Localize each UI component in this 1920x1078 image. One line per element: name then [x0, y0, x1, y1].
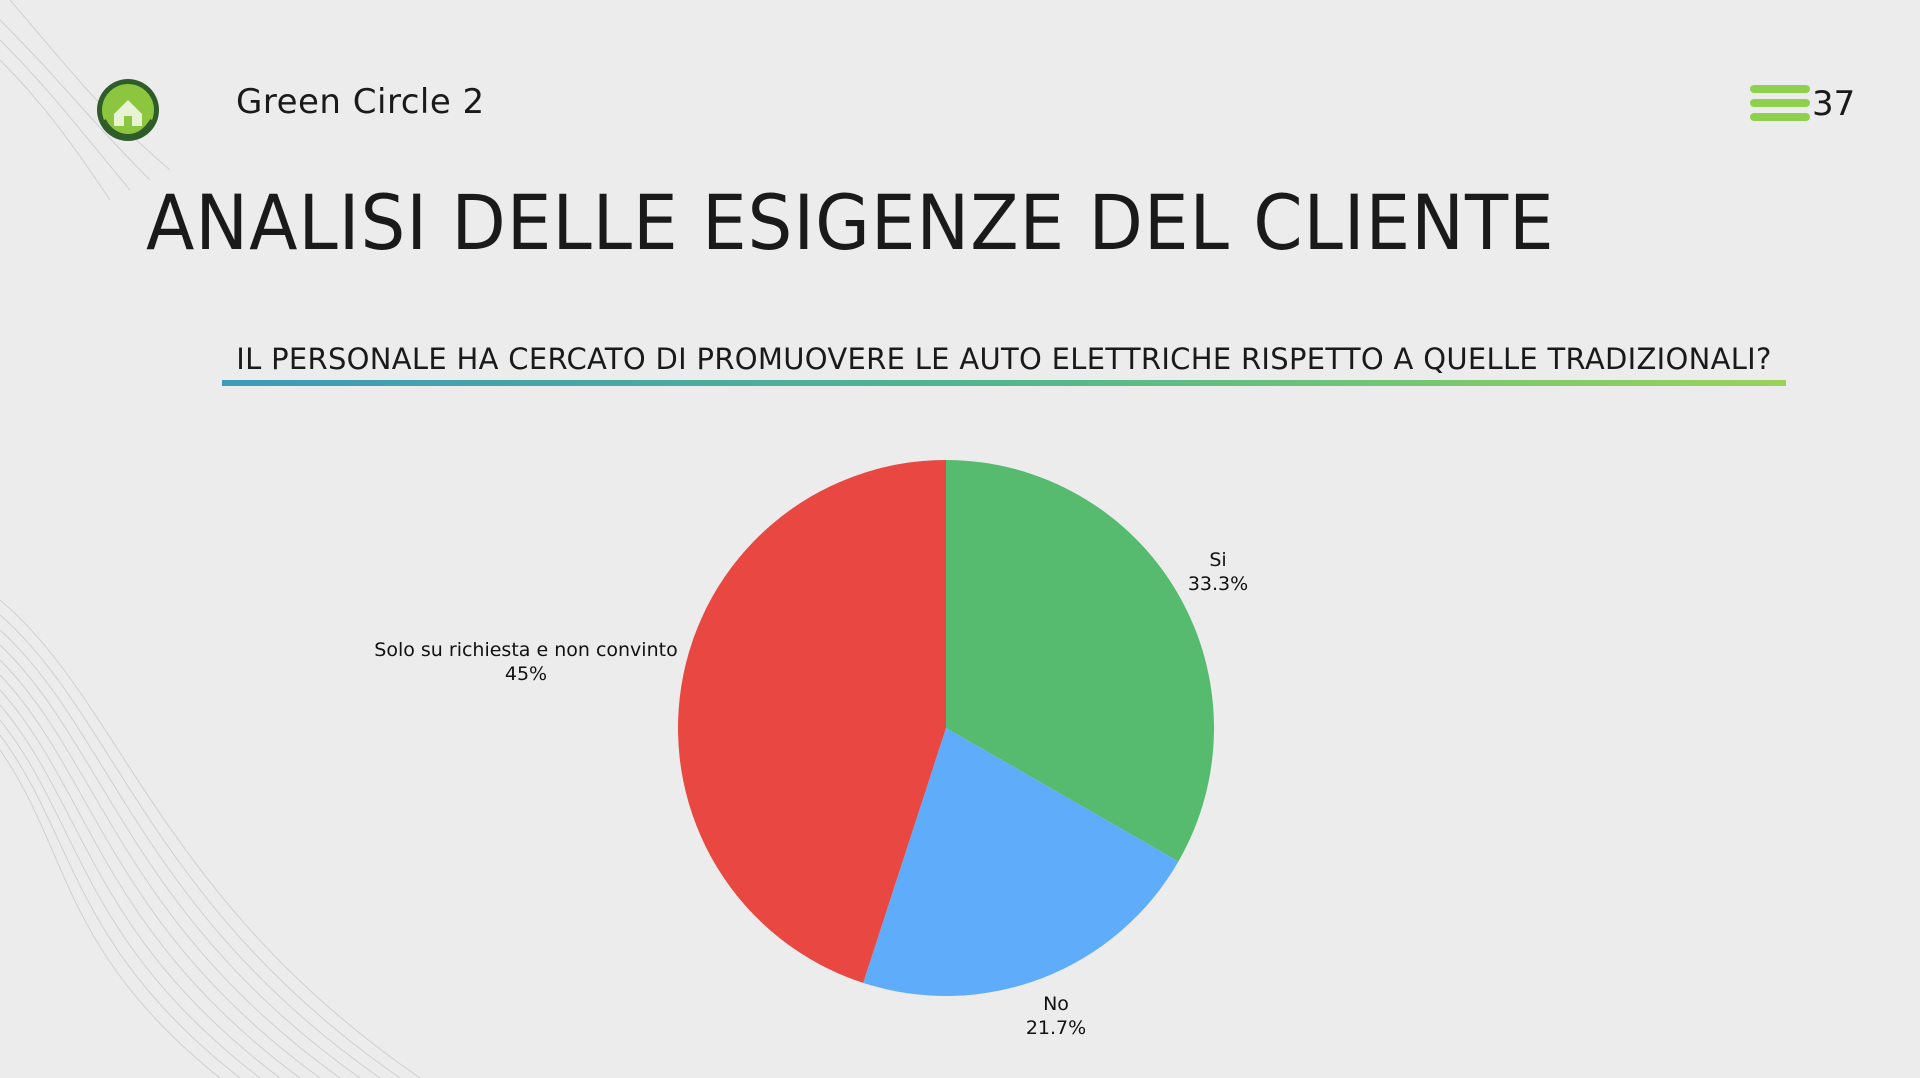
brand-name: Green Circle 2 — [236, 82, 485, 122]
pie-slice-si — [946, 460, 1214, 862]
slide-number: 37 — [1812, 84, 1856, 124]
slice-value-label: 33.3% — [1188, 573, 1248, 595]
slice-value-label: 21.7% — [1026, 1017, 1086, 1039]
green-circle-logo — [86, 70, 166, 146]
slice-label: Solo su richiesta e non convinto — [374, 639, 677, 661]
chart-question: IL PERSONALE HA CERCATO DI PROMUOVERE LE… — [236, 342, 1772, 376]
question-underline — [222, 380, 1786, 386]
slice-label: Si — [1209, 549, 1226, 571]
pie-slice-solo-su-richiesta-e-non-convinto — [678, 459, 946, 983]
pie-slice-no — [863, 728, 1179, 996]
slide-title: ANALISI DELLE ESIGENZE DEL CLIENTE — [146, 178, 1555, 267]
slice-label: No — [1043, 993, 1069, 1015]
hamburger-icon[interactable] — [1750, 85, 1810, 129]
slice-value-label: 45% — [505, 663, 547, 685]
